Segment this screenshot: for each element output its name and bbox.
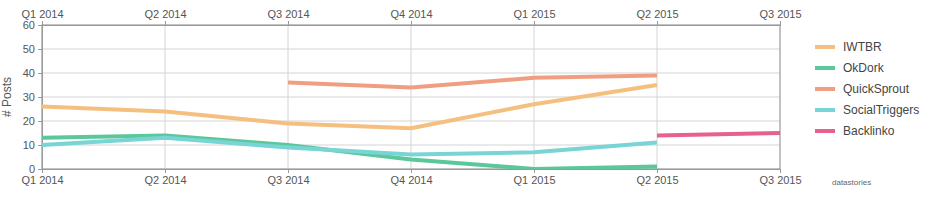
tick-label: Q3 2015	[759, 8, 801, 20]
tick-label: Q2 2014	[144, 174, 186, 186]
grid-line	[657, 25, 658, 169]
tick: Q3 2014	[267, 169, 309, 186]
tick-mark	[42, 169, 43, 173]
series-line	[42, 135, 657, 169]
legend-label: OkDork	[843, 61, 885, 75]
tick: 50	[23, 43, 42, 55]
tick: 30	[23, 91, 42, 103]
tick: 40	[23, 67, 42, 79]
grid-line	[165, 25, 166, 169]
y-axis-title: # Posts	[0, 77, 14, 117]
tick-label: 50	[23, 43, 35, 55]
tick-mark	[288, 21, 289, 25]
tick-label: Q2 2015	[636, 174, 678, 186]
tick-label: Q1 2014	[21, 174, 63, 186]
axis-line	[38, 26, 43, 170]
legend-item: OkDork	[815, 61, 885, 75]
legend-item: IWTBR	[815, 40, 882, 54]
tick: Q2 2015	[636, 169, 678, 186]
tick: Q1 2015	[513, 8, 555, 25]
tick-label: 40	[23, 67, 35, 79]
tick-mark	[42, 21, 43, 25]
tick: Q1 2015	[513, 169, 555, 186]
legend-item: Backlinko	[815, 124, 895, 138]
x-axis-top: Q1 2014 Q2 2014 Q3 2014 Q4 2014 Q1 2015 Q2 20…	[21, 8, 801, 26]
series-line	[42, 85, 657, 128]
tick-mark	[534, 21, 535, 25]
legend-swatch	[815, 129, 835, 133]
tick: Q3 2014	[267, 8, 309, 25]
tick-label: Q3 2014	[267, 8, 309, 20]
grid-line	[411, 25, 412, 169]
plot: 0102030405060Q1 2014Q2 2014Q3 2014Q4 201…	[21, 8, 801, 186]
tick-label: 60	[23, 19, 35, 31]
chart: 0102030405060Q1 2014Q2 2014Q3 2014Q4 201…	[0, 0, 938, 197]
tick-mark	[38, 145, 42, 146]
tick-mark	[38, 169, 42, 170]
legend-swatch	[815, 66, 835, 70]
tick-label: 10	[23, 139, 35, 151]
tick-label: Q1 2015	[513, 8, 555, 20]
legend-swatch	[815, 87, 835, 91]
tick: Q2 2014	[144, 169, 186, 186]
tick-mark	[38, 97, 42, 98]
tick: 10	[23, 139, 42, 151]
y-axis: 0102030405060	[23, 19, 43, 175]
plot-frame	[42, 25, 780, 169]
legend-swatch	[815, 108, 835, 112]
x-axis: Q1 2014 Q2 2014 Q3 2014 Q4 2014 Q1 2015 Q2 20…	[21, 169, 801, 186]
series-line	[288, 75, 657, 87]
tick-mark	[657, 169, 658, 173]
tick: Q3 2015	[759, 8, 801, 25]
tick-mark	[657, 21, 658, 25]
legend-label: QuickSprout	[843, 82, 910, 96]
tick-mark	[411, 169, 412, 173]
legend-swatch	[815, 45, 835, 49]
axis-line	[43, 21, 781, 26]
legend-label: SocialTriggers	[843, 103, 919, 117]
tick-mark	[165, 21, 166, 25]
series-line	[42, 138, 657, 155]
legend-label: IWTBR	[843, 40, 882, 54]
axis-line	[43, 170, 781, 174]
tick-mark	[534, 169, 535, 173]
tick: Q1 2014	[21, 8, 63, 25]
tick-label: Q2 2015	[636, 8, 678, 20]
legend-item: QuickSprout	[815, 82, 910, 96]
tick: Q1 2014	[21, 169, 63, 186]
tick-label: Q3 2014	[267, 174, 309, 186]
tick: Q4 2014	[390, 169, 432, 186]
legend-item: SocialTriggers	[815, 103, 919, 117]
tick-label: Q4 2014	[390, 8, 432, 20]
tick-label: Q3 2015	[759, 174, 801, 186]
tick: 20	[23, 115, 42, 127]
tick: Q3 2015	[759, 169, 801, 186]
tick-label: Q4 2014	[390, 174, 432, 186]
tick-label: 30	[23, 91, 35, 103]
tick-mark	[411, 21, 412, 25]
legend-label: Backlinko	[843, 124, 895, 138]
tick: Q4 2014	[390, 8, 432, 25]
tick-mark	[38, 49, 42, 50]
tick-label: Q1 2014	[21, 8, 63, 20]
legend: IWTBR OkDork QuickSprout SocialTriggers Back…	[815, 40, 919, 138]
annotation: datastories	[832, 178, 871, 187]
tick-mark	[38, 121, 42, 122]
tick: Q2 2014	[144, 8, 186, 25]
lines	[42, 75, 780, 169]
tick-mark	[38, 73, 42, 74]
tick-mark	[288, 169, 289, 173]
tick-label: Q1 2015	[513, 174, 555, 186]
tick-label: Q2 2014	[144, 8, 186, 20]
series-line	[657, 133, 780, 135]
tick-mark	[165, 169, 166, 173]
tick-mark	[780, 169, 781, 173]
grid-line	[534, 25, 535, 169]
tick: 60	[23, 19, 42, 31]
tick-mark	[780, 21, 781, 25]
grid	[42, 25, 780, 169]
tick-label: 20	[23, 115, 35, 127]
tick: Q2 2015	[636, 8, 678, 25]
tick-mark	[38, 25, 42, 26]
